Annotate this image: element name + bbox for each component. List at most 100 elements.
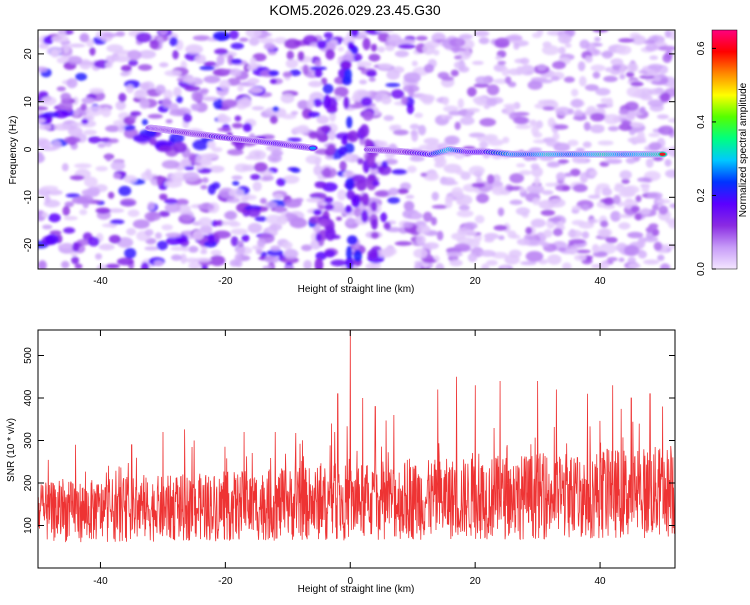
spectrogram-cell (540, 241, 549, 247)
spectrogram-cell (240, 96, 251, 107)
spectrogram-cell (63, 136, 81, 144)
spectrogram-cell (230, 236, 239, 247)
spectrogram-cell (165, 119, 173, 124)
spectrogram-cell (230, 58, 243, 65)
spectrogram-cell (155, 232, 162, 240)
spectrogram-cell (411, 60, 418, 67)
spectrogram-cell (407, 165, 417, 173)
spectrogram-cell (139, 82, 150, 90)
spectrogram-cell (621, 178, 630, 185)
spectrogram-cell (209, 255, 226, 267)
spectrogram-cell (314, 257, 324, 269)
spectrogram-cell (83, 129, 97, 136)
spectrogram-cell (349, 103, 366, 109)
spectrogram-cell (334, 86, 349, 98)
spectrogram-cell (394, 50, 409, 58)
spectrogram-cell (463, 222, 478, 230)
spectrogram-cell (180, 158, 191, 167)
spectrogram-cell (249, 57, 257, 67)
spectrogram-cell (500, 190, 511, 196)
spectrogram-cell (515, 124, 532, 130)
y-tick-label: 10 (23, 96, 34, 108)
spectrogram-cell (309, 66, 327, 71)
x-tick-label: -20 (218, 276, 233, 287)
spectrogram-cell (76, 195, 94, 204)
spectrogram-cell (139, 98, 150, 110)
spectrogram-cell (259, 37, 275, 44)
spectrogram-cell (627, 256, 636, 264)
spectrogram-cell (201, 265, 209, 269)
spectrogram-cell (648, 141, 662, 151)
spectrogram-cell (647, 88, 666, 95)
spectrogram-cell (591, 243, 600, 254)
spectrogram-cell (266, 249, 284, 257)
spectrogram-cell (530, 163, 540, 170)
spectrogram-cell (231, 175, 243, 180)
spectrogram-cell (144, 246, 160, 251)
spectrogram-cell (562, 185, 570, 192)
spectrogram-cell (599, 261, 610, 269)
spectrogram-cell (285, 212, 294, 219)
spectrogram-cell (247, 208, 261, 218)
spectrogram-cell (140, 262, 150, 269)
spectrogram-cell (95, 165, 108, 172)
spectrogram-cell (188, 262, 202, 269)
spectrogram-cell (72, 241, 80, 253)
spectrogram-cell (216, 54, 225, 66)
spectrogram-cell (422, 211, 433, 222)
x-tick-label: -40 (93, 276, 108, 287)
spectrogram-cell (313, 165, 323, 176)
spectrogram-cell (316, 115, 330, 124)
spectrogram-cell (65, 193, 81, 198)
spectrogram-background (38, 30, 675, 269)
spectrogram-cell (159, 62, 169, 68)
spectrogram-cell (210, 249, 222, 256)
spectrogram-cell (637, 250, 648, 259)
spectrogram-cell (430, 216, 437, 226)
spectrogram-cell (175, 198, 189, 206)
spectrogram-cell (597, 140, 614, 146)
spectrogram-cell (409, 155, 425, 162)
spectrogram-cell (224, 210, 238, 221)
spectrogram-cell (116, 237, 134, 248)
spectrogram-cell (184, 85, 201, 92)
spectrogram-cell (581, 231, 590, 239)
spectrogram-cell (315, 233, 322, 242)
spectrogram-cell (618, 109, 629, 115)
spectrogram-x-ticks: -40 -20 0 20 40 (93, 30, 606, 287)
spectrogram-cell (630, 81, 644, 87)
spectrogram-cell (658, 205, 669, 215)
spectrogram-cell (306, 197, 323, 203)
spectrogram-cell (168, 102, 179, 112)
spectrogram-cell (513, 116, 529, 125)
spectrogram-cell (308, 111, 321, 118)
spectrogram-cell (271, 149, 284, 157)
spectrogram-cell (504, 254, 520, 265)
spectrogram-cell (498, 235, 505, 241)
spectrogram-cell (43, 35, 54, 45)
spectrogram-cell (62, 205, 71, 216)
spectrogram-cell (546, 161, 561, 168)
spectrogram-cell (357, 90, 372, 97)
spectrogram-cell (479, 141, 489, 149)
spectrogram-cell (370, 43, 378, 52)
spectrogram-cell (248, 86, 263, 94)
spectrogram-cell (665, 169, 675, 178)
spectrogram-cell (341, 137, 348, 146)
spectrogram-cell (81, 118, 89, 125)
spectrogram-cell (669, 203, 675, 209)
spectrogram-cell (85, 105, 104, 117)
spectrogram-cell (600, 220, 609, 228)
spectrogram-cell (542, 106, 555, 111)
colorbar-label: Normalized spectral amplitude (738, 82, 749, 217)
spectrogram-cell (504, 35, 523, 41)
spectrogram-cell (245, 155, 255, 160)
spectrogram-cell (603, 197, 615, 206)
spectrogram-cell (519, 57, 530, 65)
spectrogram-cell (588, 219, 599, 224)
spectrogram-cell (156, 240, 168, 251)
spectrogram-cell (370, 231, 380, 239)
spectrogram-cell (435, 157, 447, 167)
spectrogram-cell (229, 68, 242, 77)
snr-y-ticks: 100 200 300 400 500 (23, 347, 675, 534)
